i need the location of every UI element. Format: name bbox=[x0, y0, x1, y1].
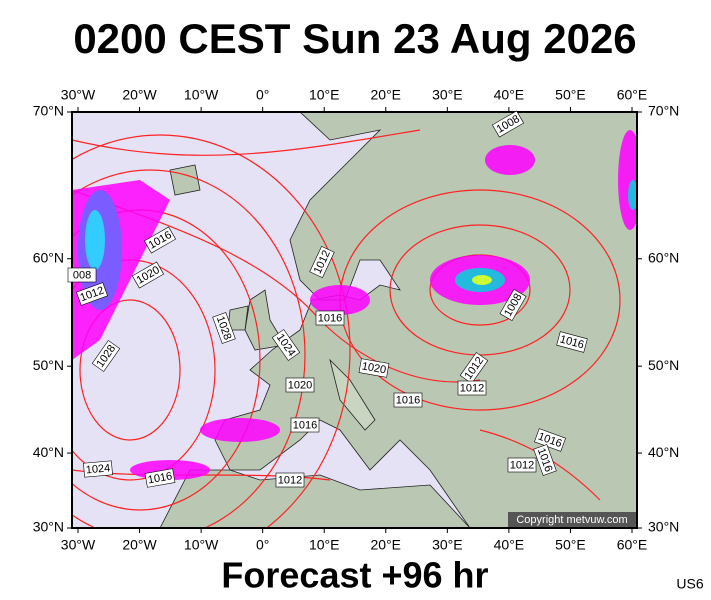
precipitation-core bbox=[78, 180, 637, 310]
isobar-label-box bbox=[290, 417, 320, 433]
lat-label: 60°N bbox=[648, 249, 679, 265]
isobar-label-text: 1016 bbox=[318, 312, 342, 324]
copyright: Copyright metvuw.com bbox=[516, 514, 627, 526]
isobar-label: 1016 bbox=[315, 310, 345, 326]
model-code: US6 bbox=[676, 576, 703, 592]
lon-label: 20°E bbox=[371, 537, 402, 553]
isobar-label: 1024 bbox=[83, 460, 113, 478]
lon-label: 40°E bbox=[494, 87, 525, 103]
lon-label: 60°E bbox=[617, 87, 648, 103]
lon-label: 10°E bbox=[309, 87, 340, 103]
lon-label: 30°E bbox=[432, 87, 463, 103]
lat-label: 40°N bbox=[33, 444, 64, 460]
lat-label: 50°N bbox=[648, 357, 679, 373]
isobar-label-box bbox=[499, 288, 527, 322]
isobar-label: 1020 bbox=[285, 377, 315, 393]
isobar-label: 1012 bbox=[457, 380, 487, 396]
isobar-label-box bbox=[393, 392, 423, 408]
isobar-label: 1016 bbox=[290, 417, 320, 433]
isobar-label-box bbox=[285, 377, 315, 393]
lon-label: 50°E bbox=[555, 537, 586, 553]
isobar-label-box bbox=[271, 329, 301, 361]
isobar-label-text: 008 bbox=[73, 269, 91, 281]
isobar-label-box bbox=[491, 110, 525, 138]
lat-label: 30°N bbox=[33, 519, 64, 535]
copyright-box bbox=[508, 512, 636, 527]
lat-label: 30°N bbox=[648, 519, 679, 535]
isobar-label-text: 1012 bbox=[510, 459, 534, 471]
lat-label: 50°N bbox=[33, 357, 64, 373]
lat-label: 40°N bbox=[648, 444, 679, 460]
isobar-label-box bbox=[76, 282, 108, 306]
isobar-label-text: 1016 bbox=[293, 419, 317, 431]
land bbox=[159, 112, 637, 528]
isobar-label-box bbox=[275, 472, 305, 488]
lon-label: 30°E bbox=[432, 537, 463, 553]
lon-label: 50°E bbox=[555, 87, 586, 103]
isobar-label-text: 1016 bbox=[396, 394, 420, 406]
isobar-label: 1016 bbox=[556, 331, 588, 353]
isobar-label-text: 1016 bbox=[147, 470, 173, 486]
isobar-label-text: 1020 bbox=[288, 379, 312, 391]
isobar-label-box bbox=[212, 312, 236, 344]
lon-label: 30°W bbox=[61, 87, 96, 103]
lon-label: 20°E bbox=[371, 87, 402, 103]
lat-label: 70°N bbox=[33, 103, 64, 119]
lon-label: 0° bbox=[256, 537, 269, 553]
lon-label: 40°E bbox=[494, 537, 525, 553]
isobar-label: 1020 bbox=[358, 358, 390, 378]
isobar-label-box bbox=[459, 352, 489, 384]
lon-label: 60°E bbox=[617, 537, 648, 553]
isobar-label: 1012 bbox=[275, 472, 305, 488]
isobar-label: 1012 bbox=[507, 457, 537, 473]
isobar-label: 1016 bbox=[393, 392, 423, 408]
isobar-label: 008 bbox=[67, 267, 97, 283]
footer: Forecast +96 hr bbox=[221, 555, 488, 596]
isobar-label-box bbox=[143, 226, 177, 254]
isobar-label-box bbox=[533, 444, 557, 476]
isobar-label: 1012 bbox=[309, 245, 335, 279]
lon-label: 20°W bbox=[122, 537, 157, 553]
isobar-label-box bbox=[83, 460, 113, 478]
isobar-label-text: 1024 bbox=[85, 462, 110, 476]
isobar-label-box bbox=[67, 267, 97, 283]
isobar-label-box bbox=[556, 331, 588, 353]
lon-label: 10°E bbox=[309, 537, 340, 553]
title: 0200 CEST Sun 23 Aug 2026 bbox=[73, 15, 636, 62]
lat-label: 70°N bbox=[648, 103, 679, 119]
isobar-label-box bbox=[507, 457, 537, 473]
isobar-label-box bbox=[144, 468, 176, 488]
isobar-label-box bbox=[358, 358, 390, 378]
lon-label: 20°W bbox=[122, 87, 157, 103]
isobar-label-box bbox=[315, 310, 345, 326]
lon-label: 10°W bbox=[184, 87, 219, 103]
lon-label: 10°W bbox=[184, 537, 219, 553]
isobar-label: 1016 bbox=[144, 468, 176, 488]
isobar-label-text: 1012 bbox=[278, 474, 302, 486]
isobar-label-box bbox=[457, 380, 487, 396]
isobar-label-box bbox=[91, 340, 121, 372]
isobar-label-box bbox=[131, 261, 165, 289]
lon-label: 0° bbox=[256, 87, 269, 103]
isobar-label-text: 1012 bbox=[460, 382, 484, 394]
lon-label: 30°W bbox=[61, 537, 96, 553]
map-area bbox=[72, 112, 637, 528]
isobar-label-box bbox=[309, 245, 335, 279]
lat-label: 60°N bbox=[33, 249, 64, 265]
map-frame bbox=[71, 111, 638, 529]
isobar-label-text: 1020 bbox=[361, 360, 387, 376]
